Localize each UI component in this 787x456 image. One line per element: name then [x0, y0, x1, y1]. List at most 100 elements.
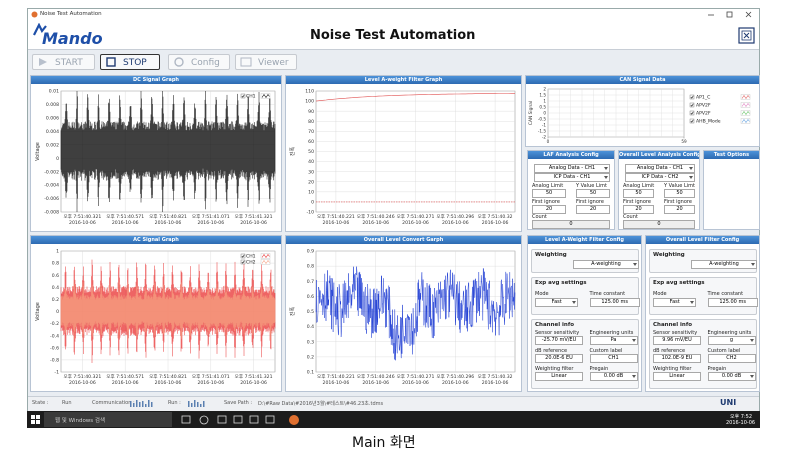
window-controls[interactable]	[700, 10, 758, 19]
y-tick-label: 0.3	[307, 339, 314, 345]
field-input[interactable]: Pa	[589, 336, 638, 345]
graph: 1 0.8 0.6 0.4 0.2 0 -0.2 -0.4 -0.6 -0.8 -1 오후 7:51:…	[35, 249, 276, 386]
legend-label: CH1	[246, 254, 256, 260]
weighting-group: Weighting A-weighting	[531, 249, 639, 273]
group-title: Exp avg settings	[535, 280, 587, 286]
start-button[interactable]: START	[32, 54, 95, 70]
field-input[interactable]: CH2	[707, 354, 756, 363]
time-constant[interactable]: 125.00 ms	[707, 298, 758, 307]
exit-button[interactable]	[738, 27, 755, 44]
x-tick-time: 오후 7:51:40.246	[357, 214, 395, 220]
x-tick-time: 오후 7:51:40.32	[478, 374, 513, 380]
field-input[interactable]: 20.0E-6 EU	[535, 354, 583, 363]
check-mark	[690, 95, 694, 99]
select[interactable]: Analog Data - CH1	[625, 164, 695, 173]
status-bar	[28, 396, 759, 411]
legend-label: APV2F	[696, 103, 711, 109]
start-icon[interactable]	[30, 414, 41, 425]
y-tick-label: 0.2	[307, 354, 314, 360]
legend-swatch	[741, 94, 750, 100]
y-axis-label: Voltage	[35, 302, 41, 321]
select[interactable]: ICP Data - CH2	[625, 173, 695, 182]
run-label: Run :	[168, 400, 181, 406]
config-button[interactable]: Config	[168, 54, 230, 70]
x-tick-time: 오후 7:51:41.321	[235, 214, 273, 220]
y-tick-label: 0.004	[46, 129, 59, 135]
x-tick-date: 2016-10-06	[69, 380, 96, 386]
y-tick-label: -0.002	[44, 169, 59, 175]
field-input[interactable]: 20	[664, 205, 695, 214]
field-input[interactable]: 20	[623, 205, 654, 214]
field-input[interactable]: 102.0E-9 EU	[653, 354, 701, 363]
check-mark	[690, 111, 694, 115]
select[interactable]: Analog Data - CH1	[534, 164, 610, 173]
y-tick-label: 10	[308, 189, 314, 195]
field-input[interactable]: 50	[664, 189, 695, 198]
field-input[interactable]: 9.96 mV/EU	[653, 336, 701, 345]
x-tick-date: 2016-10-06	[442, 380, 469, 386]
x-tick-time: 오후 7:51:41.321	[235, 374, 273, 380]
field-input[interactable]: 20	[576, 205, 610, 214]
weighting-select[interactable]: A-weighting	[691, 260, 757, 269]
field-input[interactable]: 20	[532, 205, 566, 214]
checkbox	[240, 93, 246, 99]
weighting-select[interactable]: A-weighting	[573, 260, 639, 269]
filter-config-panel: Overall Level Filter Config Weighting A-we…	[645, 235, 760, 392]
y-tick-label: 1	[543, 99, 546, 104]
x-tick-time: 오후 7:51:41.071	[192, 214, 230, 220]
y-tick-label: 0.8	[52, 261, 59, 267]
field-input[interactable]: 0.00 dB	[589, 372, 638, 381]
field-input[interactable]: g	[707, 336, 756, 345]
checkbox	[689, 118, 695, 124]
x-tick-date: 2016-10-06	[240, 220, 267, 226]
field-label: dB reference	[653, 348, 686, 354]
y-tick-label: 0	[543, 111, 546, 116]
check-mark	[241, 94, 245, 98]
y-tick-label: 0.006	[46, 115, 59, 121]
x-tick-time: 오후 7:51:40.32	[478, 214, 513, 220]
graph-panel: AC Signal Graph 1 0.8 0.6 0.4 0.2 0 -0.2 -0.4 -0.…	[30, 235, 282, 392]
clock-date: 2016-10-06	[726, 420, 756, 426]
field-input[interactable]: 50	[576, 189, 610, 198]
count-value: 0	[623, 220, 695, 229]
clock-time: 오후 7:52	[730, 414, 753, 420]
field-input[interactable]: Linear	[653, 372, 701, 381]
field-input[interactable]: -25.70 mV/EU	[535, 336, 583, 345]
x-tick-date: 2016-10-06	[197, 380, 224, 386]
waveform	[60, 91, 276, 212]
mode-select[interactable]: Fast	[653, 298, 697, 307]
y-tick-label: 0.5	[539, 105, 546, 110]
field-label: Pregain	[707, 366, 727, 372]
x-tick-date: 2016-10-06	[362, 380, 389, 386]
y-tick-label: 0.7	[307, 279, 314, 285]
x-tick-time: 오후 7:51:40.571	[106, 214, 144, 220]
field-input[interactable]: Linear	[535, 372, 583, 381]
field-label: Weighting filter	[535, 366, 574, 372]
state-value: Run	[62, 400, 72, 406]
mode-select[interactable]: Fast	[535, 298, 579, 307]
time-constant[interactable]: 125.00 ms	[589, 298, 640, 307]
select[interactable]: ICP Data - CH1	[534, 173, 610, 182]
taskbar-apps	[181, 415, 299, 425]
field-input[interactable]: CH1	[589, 354, 638, 363]
panel-header: CAN Signal Data	[526, 76, 759, 84]
caption: Main 화면	[352, 435, 416, 451]
field-input[interactable]: 50	[623, 189, 654, 198]
y-tick-label: -0.6	[50, 345, 59, 351]
check-mark	[241, 260, 245, 264]
field-input[interactable]: 50	[532, 189, 566, 198]
search-box[interactable]	[44, 412, 172, 427]
x-tick-date: 2016-10-06	[482, 380, 509, 386]
y-tick-label: 30	[308, 169, 314, 175]
legend-label: AHB_Mode	[696, 119, 721, 125]
x-tick-time: 오후 7:51:40.271	[397, 214, 435, 220]
y-tick-label: 110	[305, 89, 314, 95]
y-tick-label: -2	[542, 135, 547, 140]
y-axis-label: 진폭	[289, 307, 296, 317]
check-mark	[690, 119, 694, 123]
save-path: D:\#Raw Data\#2016년3월\#테스트\#46.23초.tdms	[258, 401, 384, 407]
field-input[interactable]: 0.00 dB	[707, 372, 756, 381]
y-tick-label: 0.6	[52, 273, 59, 279]
